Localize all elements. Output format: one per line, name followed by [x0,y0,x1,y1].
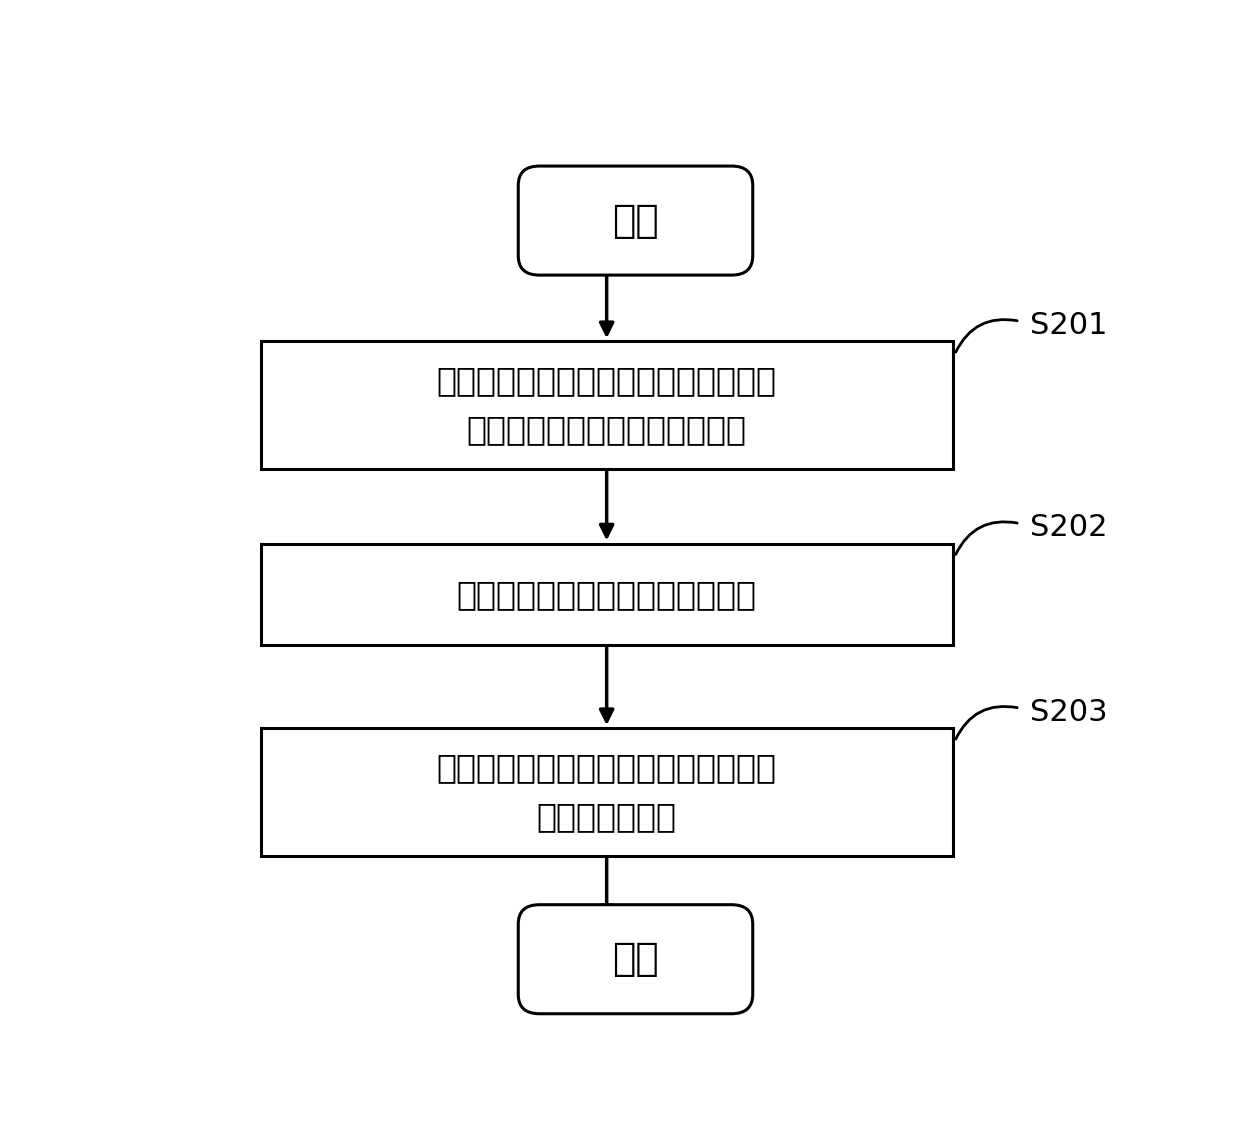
FancyBboxPatch shape [518,904,753,1014]
FancyBboxPatch shape [260,341,952,469]
Text: 结束: 结束 [613,940,658,979]
Text: 预先在各节点进行实时增量同步部署，
以实现各节点间的实时增量同步: 预先在各节点进行实时增量同步部署， 以实现各节点间的实时增量同步 [436,364,776,447]
FancyBboxPatch shape [518,166,753,275]
Text: 开始: 开始 [613,202,658,240]
Text: 当增量数据传输失败时，记录增量数据
传输失败的信息: 当增量数据传输失败时，记录增量数据 传输失败的信息 [436,751,776,833]
Text: 监听节点间的增量数据的传输过程: 监听节点间的增量数据的传输过程 [456,578,756,611]
Text: S202: S202 [1029,514,1107,542]
Text: S201: S201 [1029,311,1107,340]
FancyBboxPatch shape [260,729,952,855]
Text: S203: S203 [1029,698,1107,727]
FancyBboxPatch shape [260,544,952,645]
